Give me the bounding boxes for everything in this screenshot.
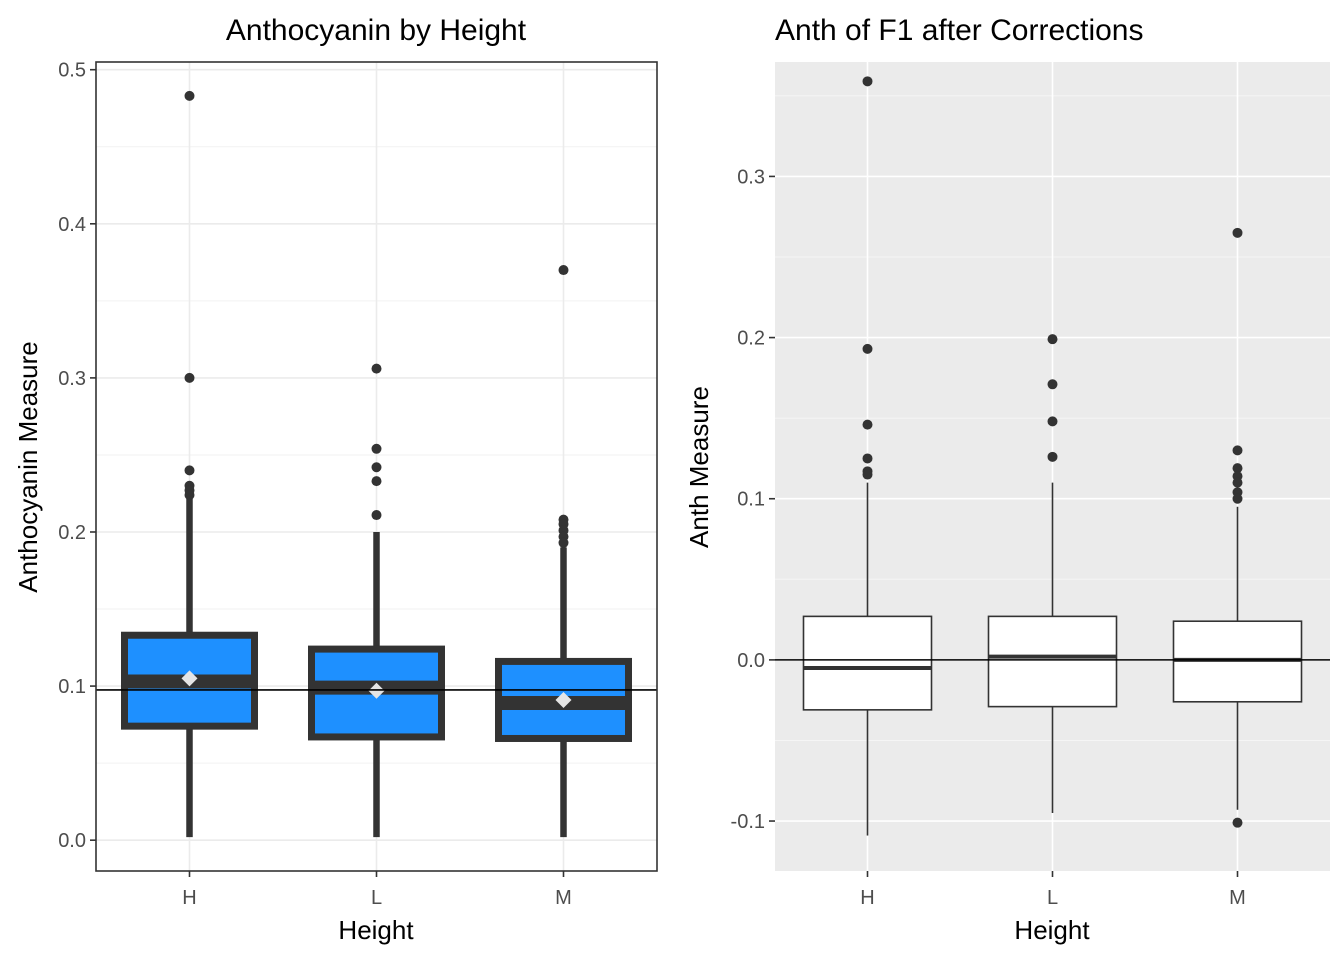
outlier-point xyxy=(1047,416,1058,427)
y-tick-label: 0.4 xyxy=(58,214,86,236)
box-L xyxy=(987,334,1118,813)
y-tick-label: 0.5 xyxy=(58,60,86,82)
box-M xyxy=(495,265,632,838)
outlier-point xyxy=(862,469,873,480)
outlier-point xyxy=(1232,445,1243,456)
outlier-point xyxy=(1232,227,1243,238)
chart-title: Anth of F1 after Corrections xyxy=(775,14,1144,47)
y-tick-label: 0.3 xyxy=(58,368,86,390)
outlier-point xyxy=(862,453,873,464)
x-tick-label: L xyxy=(371,887,382,909)
outlier-point xyxy=(862,419,873,430)
y-axis-title: Anthocyanin Measure xyxy=(13,341,43,592)
outlier-point xyxy=(184,490,195,501)
outlier-point xyxy=(1047,451,1058,462)
y-tick-label: 0.1 xyxy=(737,489,765,511)
x-tick-label: M xyxy=(555,887,572,909)
y-axis: -0.1 0.0 0.1 0.2 0.3 xyxy=(731,166,775,833)
outlier-point xyxy=(558,265,569,276)
chart-title: Anthocyanin by Height xyxy=(226,14,527,47)
outlier-point xyxy=(1232,463,1243,474)
x-tick-label: H xyxy=(860,887,874,909)
outlier-point xyxy=(862,76,873,87)
outlier-point xyxy=(184,465,195,476)
panel-anthocyanin-by-height: Anthocyanin by Height 0.0 0.1 0.2 0.3 0.4 0.5… xyxy=(13,14,658,945)
box-L xyxy=(308,363,445,838)
x-axis-title: Height xyxy=(1014,915,1090,945)
x-tick-label: L xyxy=(1047,887,1058,909)
mean-marker xyxy=(555,691,572,708)
box-H xyxy=(802,76,933,836)
y-tick-label: 0.0 xyxy=(737,650,765,672)
outlier-point xyxy=(371,443,382,454)
outlier-point xyxy=(371,476,382,487)
outlier-point xyxy=(1047,334,1058,345)
y-axis-title: Anth Measure xyxy=(684,386,714,548)
panel-anth-of-f1-after-corrections: Anth of F1 after Corrections -0.1 0.0 0.1 0… xyxy=(684,14,1330,945)
outlier-point xyxy=(862,343,873,354)
outlier-point xyxy=(371,462,382,473)
x-tick-label: M xyxy=(1229,887,1246,909)
outlier-point xyxy=(1047,379,1058,390)
y-tick-label: 0.2 xyxy=(58,522,86,544)
outlier-point xyxy=(1232,477,1243,488)
outlier-point xyxy=(1232,817,1243,828)
y-tick-label: 0.3 xyxy=(737,166,765,188)
outlier-point xyxy=(371,510,382,521)
y-axis: 0.0 0.1 0.2 0.3 0.4 0.5 xyxy=(58,60,96,852)
outlier-point xyxy=(184,90,195,101)
y-tick-label: 0.2 xyxy=(737,328,765,350)
x-tick-label: H xyxy=(182,887,196,909)
y-tick-label: 0.1 xyxy=(58,676,86,698)
outlier-point xyxy=(1232,493,1243,504)
box-iqr xyxy=(987,615,1118,708)
x-axis-title: Height xyxy=(338,915,414,945)
outlier-point xyxy=(371,363,382,374)
mean-marker xyxy=(181,670,198,687)
boxes xyxy=(121,90,632,838)
y-tick-label: 0.0 xyxy=(58,830,86,852)
box-H xyxy=(121,90,258,838)
outlier-point xyxy=(558,537,569,548)
box-iqr xyxy=(802,615,933,711)
y-tick-label: -0.1 xyxy=(731,811,765,833)
outlier-point xyxy=(184,372,195,383)
